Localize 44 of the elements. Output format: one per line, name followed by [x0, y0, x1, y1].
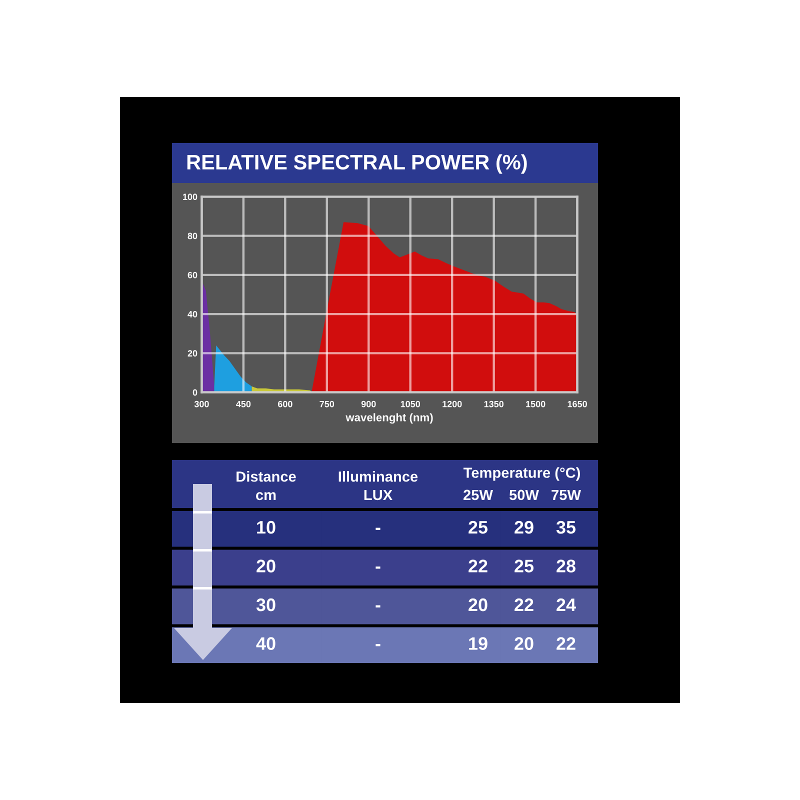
x-tick-label: Illuminance LUX [338, 471, 418, 500]
y-tick-label: 40 [188, 311, 198, 318]
x-tick-label: 300 [194, 400, 209, 408]
data-label: 35 [556, 520, 576, 534]
data-label: 22 [468, 560, 488, 572]
x-tick-label: 1500 [526, 400, 546, 408]
data-label: 25 [514, 560, 534, 572]
data-label: 25 [468, 520, 488, 534]
data-label: 20 [514, 637, 534, 650]
data-label: 28 [556, 560, 576, 572]
data-label: 19 [469, 637, 488, 650]
text: Temperature (°C) [463, 467, 580, 481]
y-tick-label: 80 [188, 232, 198, 240]
y-tick-label: 40 [256, 637, 276, 650]
x-tick-label: 1350 [484, 400, 504, 408]
data-label: 22 [514, 598, 534, 612]
x-tick-label: 750 [320, 400, 334, 408]
x-tick-label: 600 [278, 400, 292, 408]
y-axis-title: Distance cm [236, 471, 296, 500]
text: - [376, 528, 380, 530]
chart-title: RELATIVE SPECTRAL POWER (%) [187, 154, 527, 174]
y-tick-label: 60 [188, 272, 198, 278]
text: - [376, 566, 380, 569]
y-tick-label: 30 [256, 598, 276, 612]
x-tick-label: 50W [509, 490, 539, 500]
y-tick-label: 20 [188, 350, 198, 357]
y-tick-label: 0 [192, 389, 198, 396]
x-tick-label: 75W [552, 490, 581, 500]
x-axis-title: wavelenght (nm) [346, 413, 433, 424]
x-tick-label: 900 [361, 400, 376, 408]
text: - [376, 605, 380, 608]
data-label: 24 [556, 598, 576, 612]
x-tick-label: 1650 [568, 400, 587, 408]
data-label: 29 [514, 520, 534, 534]
x-tick-label: 450 [236, 400, 251, 408]
y-tick-label: 100 [183, 194, 198, 200]
x-tick-label: 25W [464, 490, 493, 500]
y-tick-label: 10 [257, 520, 276, 534]
y-tick-label: 20 [256, 560, 276, 572]
data-label: 22 [556, 637, 576, 650]
text: - [376, 644, 380, 646]
data-label: 20 [468, 598, 488, 612]
x-tick-label: 1050 [400, 400, 420, 408]
x-tick-label: 1200 [442, 400, 462, 408]
